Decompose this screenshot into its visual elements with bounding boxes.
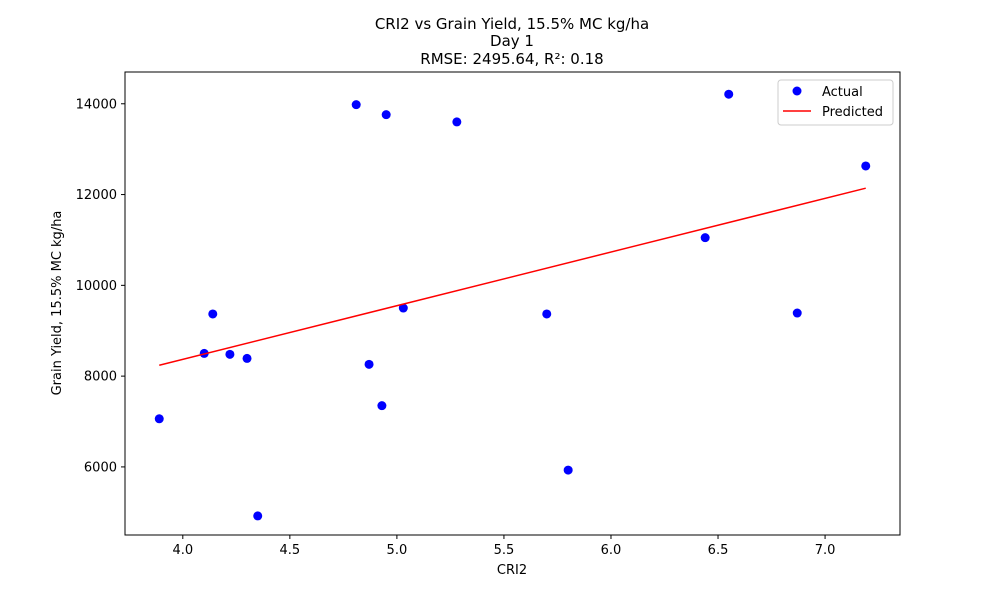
- x-tick-label-1: 4.5: [280, 543, 301, 558]
- plot-area: [154, 89, 871, 521]
- actual-point-4: [242, 353, 252, 363]
- plot-frame: [124, 71, 901, 536]
- actual-point-16: [792, 308, 802, 318]
- actual-point-11: [452, 117, 462, 127]
- x-tick-label-2: 5.0: [387, 543, 408, 558]
- y-tick-label-1: 8000: [84, 370, 117, 385]
- legend-predicted-label: Predicted: [822, 105, 883, 120]
- x-axis-label: CRI2: [497, 563, 527, 578]
- actual-point-8: [377, 401, 387, 411]
- actual-point-9: [381, 110, 391, 120]
- legend-actual-label: Actual: [822, 85, 863, 100]
- legend-box: [777, 79, 894, 126]
- x-axis: 4.0 4.5 5.0 5.5 6.0 6.5 7.0: [172, 535, 835, 558]
- y-axis: 6000 8000 10000 12000 14000: [76, 97, 125, 475]
- x-tick-label-0: 4.0: [172, 543, 193, 558]
- actual-point-10: [398, 303, 408, 313]
- y-tick-label-3: 12000: [76, 188, 117, 203]
- y-tick-label-2: 10000: [76, 279, 117, 294]
- x-tick-label-6: 7.0: [815, 543, 836, 558]
- actual-point-13: [563, 465, 573, 475]
- chart-title-line-3: RMSE: 2495.64, R²: 0.18: [420, 50, 603, 68]
- y-tick-label-4: 14000: [76, 97, 117, 112]
- chart-title-line-1: CRI2 vs Grain Yield, 15.5% MC kg/ha: [375, 15, 649, 33]
- actual-point-7: [364, 359, 374, 369]
- actual-point-14: [700, 233, 710, 243]
- actual-point-2: [208, 309, 218, 319]
- chart-title-line-2: Day 1: [490, 32, 534, 50]
- actual-point-12: [542, 309, 552, 319]
- actual-point-6: [351, 100, 361, 110]
- actual-point-3: [225, 349, 235, 359]
- x-tick-label-4: 6.0: [601, 543, 622, 558]
- legend-actual-marker: [792, 86, 802, 96]
- actual-point-15: [724, 89, 734, 99]
- predicted-line: [159, 187, 866, 366]
- actual-point-17: [861, 161, 871, 171]
- y-tick-label-0: 6000: [84, 460, 117, 475]
- y-axis-label: Grain Yield, 15.5% MC kg/ha: [50, 211, 65, 396]
- actual-point-5: [253, 511, 263, 521]
- legend: Actual Predicted: [777, 79, 894, 126]
- x-tick-label-5: 6.5: [708, 543, 729, 558]
- actual-point-0: [154, 414, 164, 424]
- x-tick-label-3: 5.5: [494, 543, 515, 558]
